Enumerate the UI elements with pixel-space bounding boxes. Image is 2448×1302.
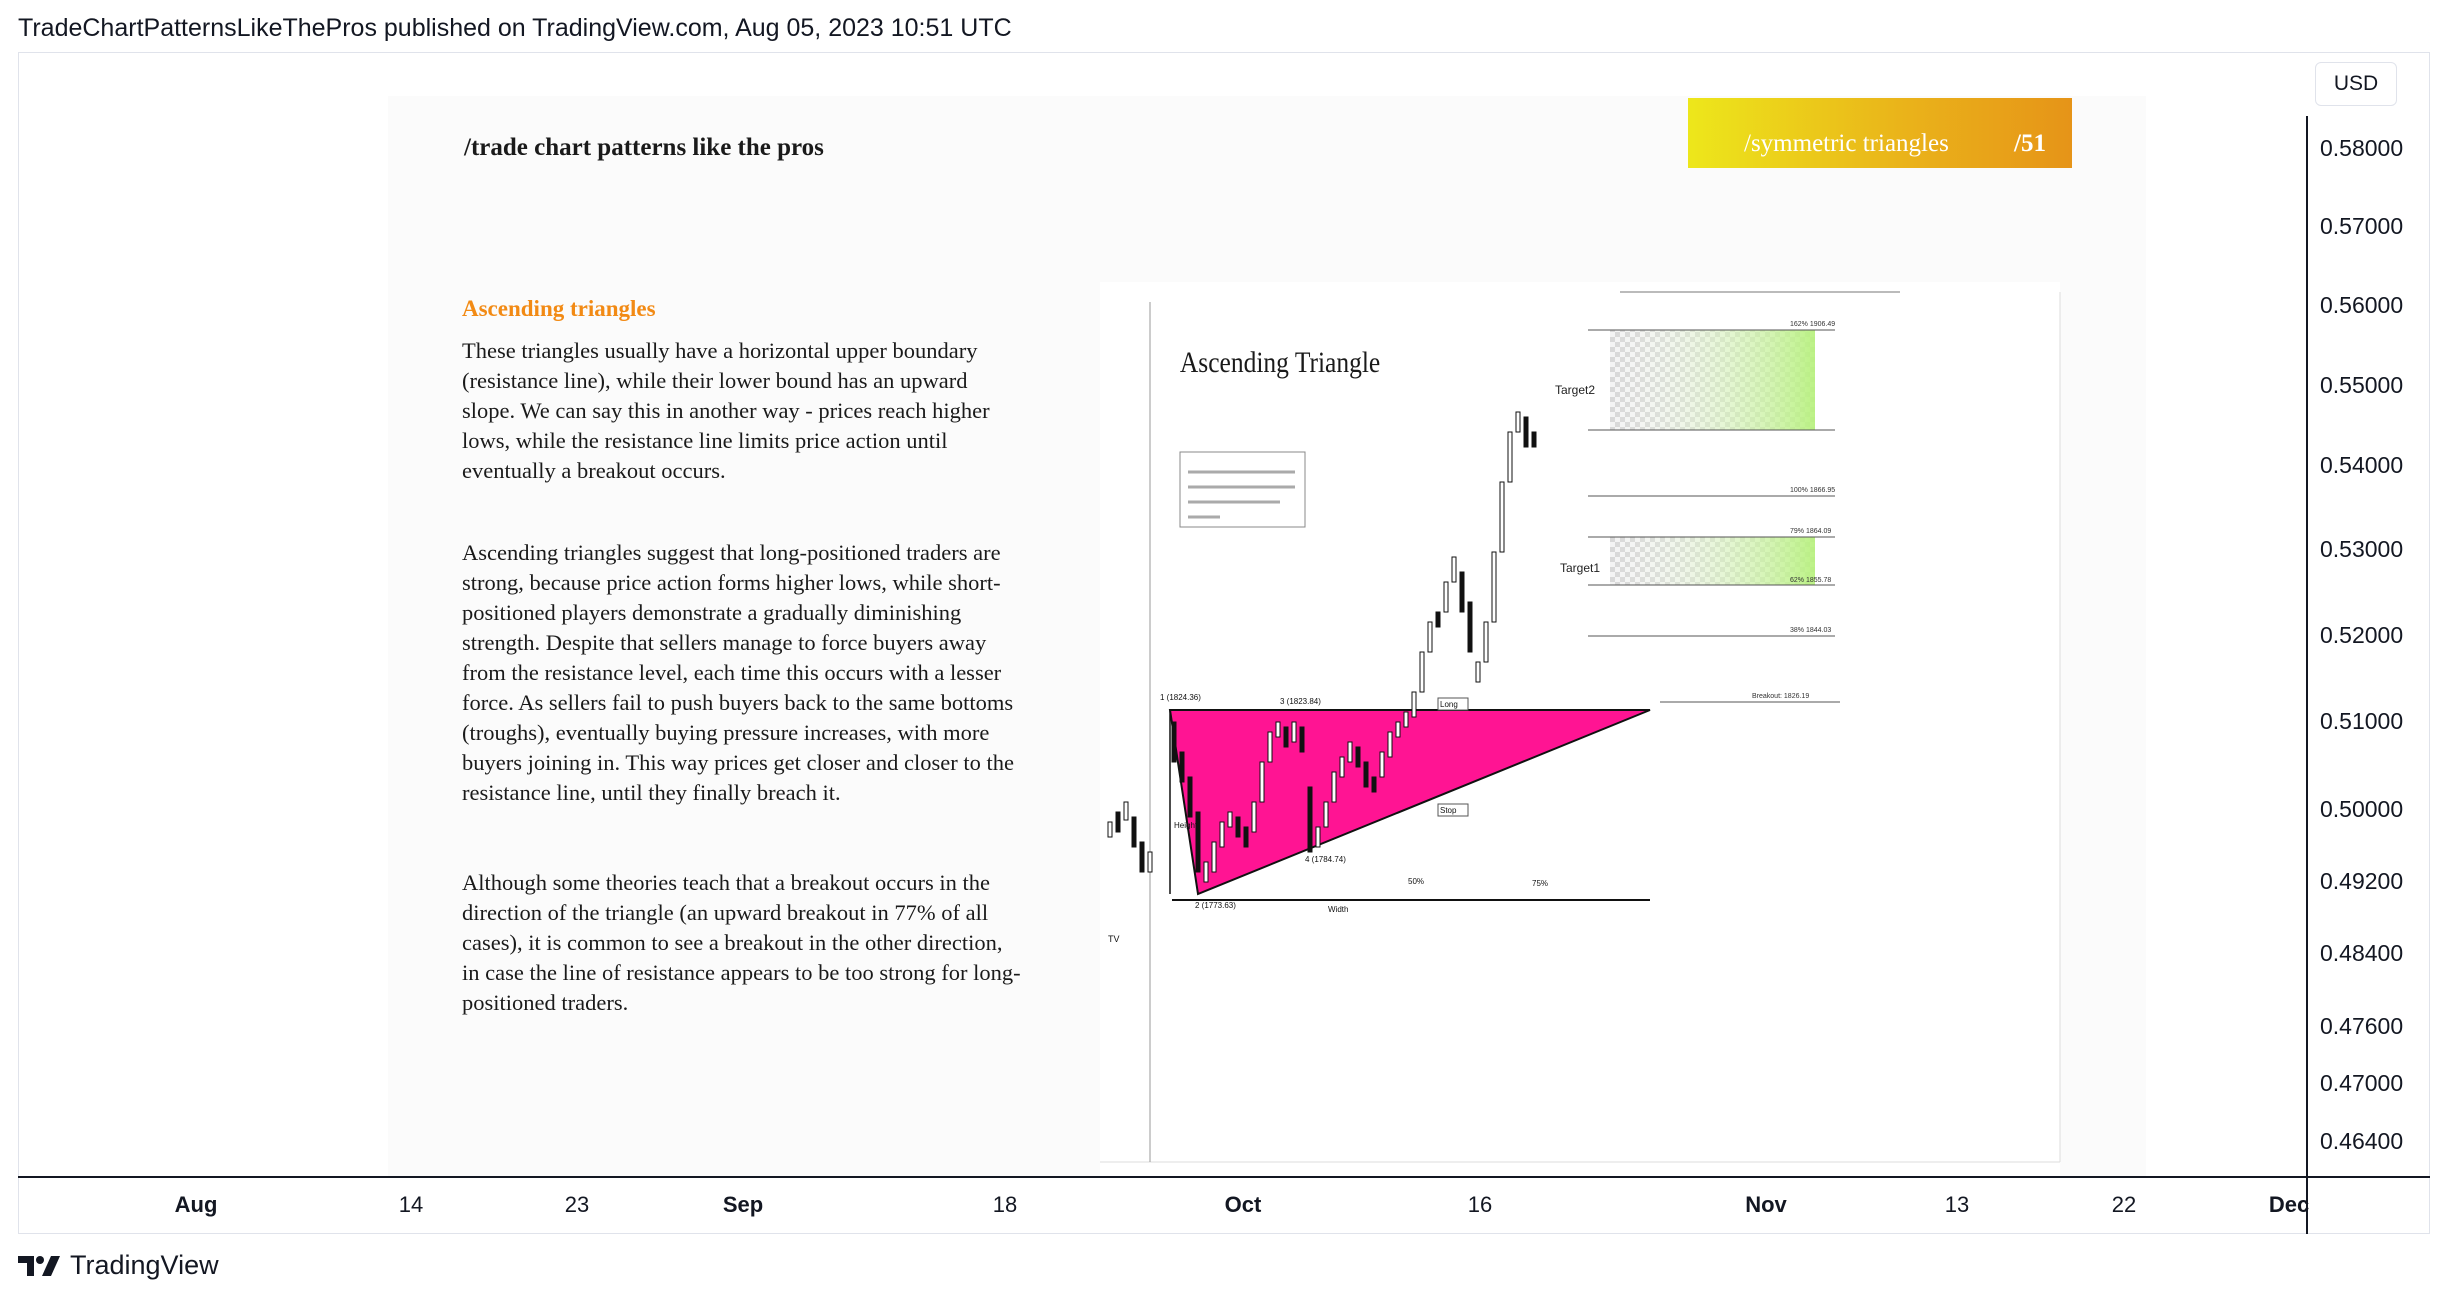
target1-label: Target1: [1560, 561, 1600, 575]
time-axis-line: [18, 1176, 2430, 1178]
price-axis-label: 0.50000: [2320, 796, 2404, 822]
paragraph-3: Although some theories teach that a brea…: [462, 870, 1021, 1015]
price-axis-label: 0.57000: [2320, 213, 2404, 239]
stop-label: Stop: [1440, 806, 1457, 815]
banner-page-number: /51: [2014, 130, 2046, 157]
candles: [1107, 411, 1537, 883]
slide-banner: /symmetric triangles /51: [1688, 98, 2072, 168]
fib-38-label: 38% 1844.03: [1790, 627, 1831, 634]
fib-100-label: 100% 1866.95: [1790, 487, 1835, 494]
time-axis-label: Aug: [174, 1192, 218, 1217]
price-axis-label: 0.54000: [2320, 452, 2404, 478]
price-axis-label: 0.48400: [2320, 940, 2404, 966]
time-axis-label: Nov: [1745, 1192, 1787, 1217]
price-axis-label: 0.56000: [2320, 292, 2404, 318]
width-label: Width: [1328, 905, 1348, 914]
ascending-triangle-chart: Ascending Triangle Target2 Target1 162% …: [1100, 282, 2061, 1176]
time-axis-label: 23: [564, 1192, 590, 1217]
time-axis-label: 22: [2111, 1192, 2137, 1217]
pct75-label: 75%: [1532, 879, 1548, 888]
breakout-label: Breakout: 1826.19: [1752, 693, 1809, 700]
time-axis-label: 18: [992, 1192, 1018, 1217]
price-axis-label: 0.49200: [2320, 868, 2404, 894]
price-axis-label: 0.52000: [2320, 622, 2404, 648]
fib-162-label: 162% 1906.49: [1790, 321, 1835, 328]
long-label: Long: [1440, 700, 1458, 709]
slide-image: /trade chart patterns like the pros /sym…: [388, 96, 2146, 1176]
target2-label: Target2: [1555, 383, 1595, 397]
pct50-label: 50%: [1408, 877, 1424, 886]
time-axis-label: Oct: [1224, 1192, 1262, 1217]
point3-label: 3 (1823.84): [1280, 697, 1321, 706]
time-axis-label: Dec: [2268, 1192, 2310, 1217]
inner-chart-title: Ascending Triangle: [1180, 346, 1380, 379]
time-axis-label: 16: [1467, 1192, 1493, 1217]
price-axis-label: 0.58000: [2320, 135, 2404, 161]
tradingview-logo-icon[interactable]: [18, 1254, 60, 1278]
banner-title: /symmetric triangles: [1744, 130, 1949, 157]
currency-button[interactable]: USD: [2315, 62, 2397, 106]
price-axis-label: 0.55000: [2320, 372, 2404, 398]
paragraph-1: These triangles usually have a horizonta…: [462, 338, 990, 483]
point4-label: 4 (1784.74): [1305, 855, 1346, 864]
tradingview-brand[interactable]: TradingView: [70, 1250, 219, 1280]
price-axis-label: 0.47000: [2320, 1070, 2404, 1096]
price-axis-line: [2306, 116, 2308, 1234]
footer: TradingView: [18, 1250, 219, 1281]
slide-title: /trade chart patterns like the pros: [464, 134, 824, 161]
time-axis-label: 13: [1944, 1192, 1970, 1217]
time-axis-label: Sep: [722, 1192, 764, 1217]
price-axis-label: 0.46400: [2320, 1128, 2404, 1154]
price-axis-label: 0.51000: [2320, 708, 2404, 734]
price-axis-label: 0.47600: [2320, 1013, 2404, 1039]
section-heading: Ascending triangles: [462, 296, 656, 321]
fib-79-label: 79% 1864.09: [1790, 528, 1831, 535]
paragraph-2: Ascending triangles suggest that long-po…: [462, 540, 1014, 805]
fib-62-label: 62% 1855.78: [1790, 577, 1831, 584]
point2-label: 2 (1773.63): [1195, 901, 1236, 910]
point1-label: 1 (1824.36): [1160, 693, 1201, 702]
publish-header: TradeChartPatternsLikeThePros published …: [18, 14, 1012, 42]
time-axis-label: 14: [398, 1192, 424, 1217]
tv-watermark: TV: [1108, 934, 1120, 944]
price-axis-label: 0.53000: [2320, 536, 2404, 562]
height-label: Height: [1174, 821, 1198, 830]
